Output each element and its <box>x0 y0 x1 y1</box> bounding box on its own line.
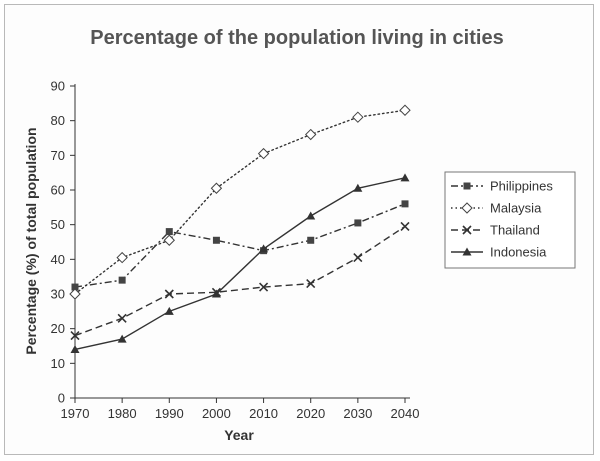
x-tick-label: 1970 <box>61 406 90 421</box>
x-axis-label: Year <box>224 427 254 443</box>
data-point-thailand <box>259 282 269 292</box>
data-point-malaysia <box>210 182 223 194</box>
x-tick-label: 2010 <box>249 406 278 421</box>
legend-label-thailand: Thailand <box>490 223 540 238</box>
legend-item-thailand: Thailand <box>451 223 540 238</box>
series-line-malaysia <box>74 109 406 295</box>
data-point-indonesia <box>353 183 363 192</box>
data-point-indonesia <box>211 289 221 298</box>
y-axis-label: Percentage (%) of total population <box>23 127 39 354</box>
data-point-philippines <box>307 236 315 244</box>
series-line-indonesia <box>74 177 406 351</box>
legend-label-indonesia: Indonesia <box>490 245 547 260</box>
data-point-thailand <box>353 253 363 263</box>
legend-item-philippines: Philippines <box>451 179 553 194</box>
chart-title: Percentage of the population living in c… <box>90 27 503 49</box>
data-point-philippines <box>401 200 409 208</box>
data-point-malaysia <box>116 251 128 264</box>
data-point-philippines <box>118 276 126 284</box>
y-tick-label: 20 <box>51 321 65 336</box>
series-malaysia <box>69 104 411 300</box>
data-point-philippines <box>71 283 79 291</box>
data-point-malaysia <box>305 128 317 141</box>
data-point-thailand <box>306 279 316 289</box>
series-line-philippines <box>74 203 406 288</box>
y-tick-label: 40 <box>51 252 65 267</box>
series-line-thailand <box>74 225 406 337</box>
legend-label-malaysia: Malaysia <box>490 201 542 216</box>
data-point-indonesia <box>306 211 316 220</box>
x-tick-label: 2020 <box>296 406 325 421</box>
x-tick-label: 1990 <box>155 406 184 421</box>
series-group <box>69 104 411 353</box>
data-point-philippines <box>354 219 362 227</box>
legend-marker-thailand <box>462 225 472 235</box>
y-tick-label: 10 <box>51 356 65 371</box>
legend-marker-indonesia <box>462 247 472 256</box>
data-point-thailand <box>70 331 80 341</box>
data-point-indonesia <box>70 344 80 353</box>
data-point-indonesia <box>400 173 410 182</box>
data-point-malaysia <box>352 111 364 123</box>
y-tick-label: 0 <box>58 391 65 406</box>
x-tick-label: 2000 <box>202 406 231 421</box>
data-point-philippines <box>212 236 220 244</box>
data-point-thailand <box>117 313 127 323</box>
y-tick-label: 80 <box>51 113 65 128</box>
data-point-indonesia <box>164 306 174 315</box>
series-philippines <box>71 200 409 291</box>
data-point-malaysia <box>69 288 81 300</box>
legend-label-philippines: Philippines <box>490 179 553 194</box>
legend-item-malaysia: Malaysia <box>451 201 542 216</box>
y-tick-label: 60 <box>51 183 65 198</box>
legend-item-indonesia: Indonesia <box>451 245 547 260</box>
y-tick-label: 30 <box>51 287 65 302</box>
x-axis-ticks: 1970 1980 1990 2000 2010 2020 2030 2040 <box>61 398 420 421</box>
data-point-indonesia <box>117 334 127 343</box>
x-tick-label: 2030 <box>343 406 372 421</box>
legend-marker-malaysia <box>461 202 473 214</box>
data-point-philippines <box>165 228 173 236</box>
data-point-thailand <box>164 289 174 299</box>
legend-marker-philippines <box>463 182 471 190</box>
data-point-malaysia <box>257 147 270 160</box>
data-point-thailand <box>400 221 410 231</box>
series-indonesia <box>70 173 410 353</box>
data-point-malaysia <box>163 234 175 246</box>
data-point-indonesia <box>259 244 269 253</box>
y-tick-label: 70 <box>51 148 65 163</box>
y-tick-label: 90 <box>51 79 65 94</box>
legend: Philippines Malaysia Thailand Indonesia <box>444 171 576 269</box>
data-point-malaysia <box>399 104 411 116</box>
y-tick-label: 50 <box>51 217 65 232</box>
y-axis-ticks: 0 10 20 30 40 50 60 70 80 90 <box>51 79 75 406</box>
x-tick-label: 2040 <box>391 406 420 421</box>
x-tick-label: 1980 <box>108 406 137 421</box>
